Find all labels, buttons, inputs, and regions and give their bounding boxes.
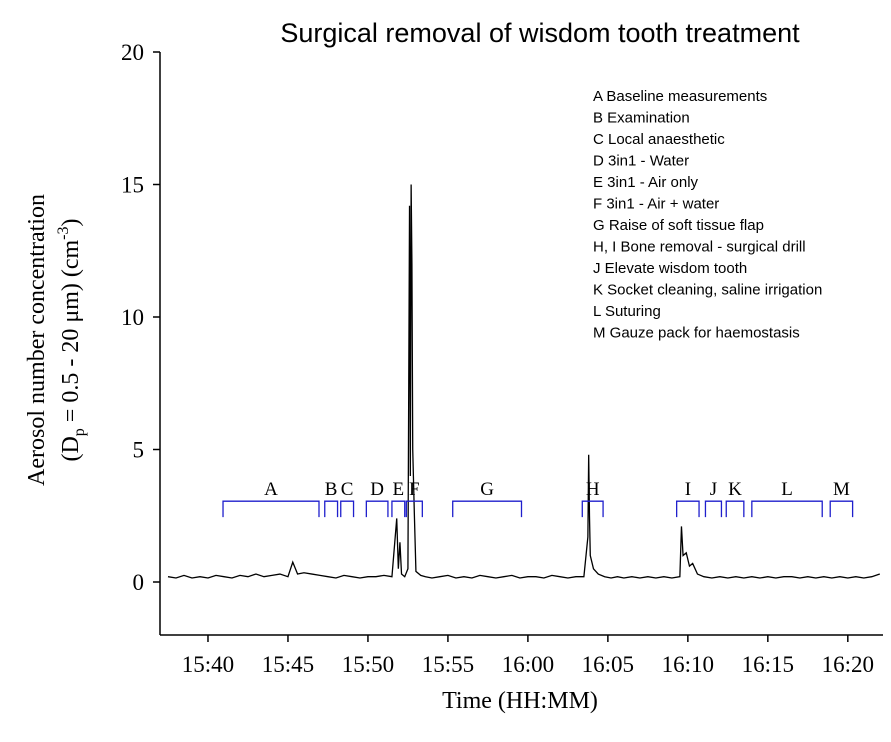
phase-bracket xyxy=(452,500,523,518)
x-tick-label: 16:20 xyxy=(822,652,874,677)
phase-label: E xyxy=(393,479,405,500)
phase-label: I xyxy=(685,479,691,500)
annotation: C Local anaesthetic xyxy=(593,131,725,148)
annotation: J Elevate wisdom tooth xyxy=(593,260,747,277)
phase-label: M xyxy=(833,479,850,500)
x-axis-label: Time (HH:MM) xyxy=(442,688,598,714)
phase-bracket xyxy=(676,500,700,518)
phase-label: F xyxy=(409,479,420,500)
label-subscript: p xyxy=(71,428,88,436)
label-part: = 0.5 - 20 μm) (cm xyxy=(58,239,84,428)
label-part: (D xyxy=(58,436,84,461)
annotation: B Examination xyxy=(593,110,690,127)
phase-bracket xyxy=(829,500,854,518)
y-tick-label: 5 xyxy=(133,438,145,463)
annotation: G Raise of soft tissue flap xyxy=(593,217,764,234)
phase-bracket xyxy=(365,500,389,518)
label-superscript: -3 xyxy=(55,226,72,239)
phase-bracket xyxy=(751,500,823,518)
phase-bracket xyxy=(340,500,355,518)
x-tick-label: 16:15 xyxy=(742,652,794,677)
annotation: A Baseline measurements xyxy=(593,88,767,105)
phase-label: L xyxy=(781,479,793,500)
x-tick-label: 15:40 xyxy=(182,652,234,677)
phase-label: A xyxy=(264,479,278,500)
annotation: D 3in1 - Water xyxy=(593,153,689,170)
phase-bracket xyxy=(581,500,604,518)
data-line xyxy=(167,184,881,579)
phase-bracket xyxy=(704,500,723,518)
phase-label: K xyxy=(728,479,742,500)
annotation: E 3in1 - Air only xyxy=(593,174,699,191)
phase-label: J xyxy=(710,479,717,500)
phase-bracket xyxy=(324,500,339,518)
phase-label: G xyxy=(480,479,494,500)
phase-bracket xyxy=(725,500,745,518)
phase-bracket xyxy=(222,500,320,518)
annotation: L Suturing xyxy=(593,303,661,320)
y-tick-label: 0 xyxy=(133,570,145,595)
x-tick-label: 15:50 xyxy=(342,652,394,677)
phase-label: H xyxy=(586,479,600,500)
y-tick-label: 15 xyxy=(121,173,144,198)
y-axis-label: Aerosol number concentration (Dp = 0.5 -… xyxy=(24,194,88,486)
y-axis-label-line: Aerosol number concentration xyxy=(24,194,50,486)
y-axis-label-line: (Dp = 0.5 - 20 μm) (cm-3) xyxy=(55,218,88,461)
x-tick-label: 16:05 xyxy=(582,652,634,677)
y-tick-label: 20 xyxy=(121,40,144,65)
label-part: ) xyxy=(58,218,84,226)
x-tick-label: 16:10 xyxy=(662,652,714,677)
x-tick-label: 15:45 xyxy=(262,652,314,677)
annotation: M Gauze pack for haemostasis xyxy=(593,325,800,342)
annotation: F 3in1 - Air + water xyxy=(593,196,719,213)
annotation: H, I Bone removal - surgical drill xyxy=(593,239,806,256)
phase-label: B xyxy=(325,479,338,500)
phase-bracket xyxy=(391,500,406,518)
y-tick-label: 10 xyxy=(121,305,144,330)
x-tick-label: 16:00 xyxy=(502,652,554,677)
annotation: K Socket cleaning, saline irrigation xyxy=(593,282,822,299)
x-tick-label: 15:55 xyxy=(422,652,474,677)
phase-label: D xyxy=(370,479,384,500)
phase-bracket xyxy=(405,500,423,518)
phase-label: C xyxy=(341,479,354,500)
chart-title: Surgical removal of wisdom tooth treatme… xyxy=(280,18,800,48)
